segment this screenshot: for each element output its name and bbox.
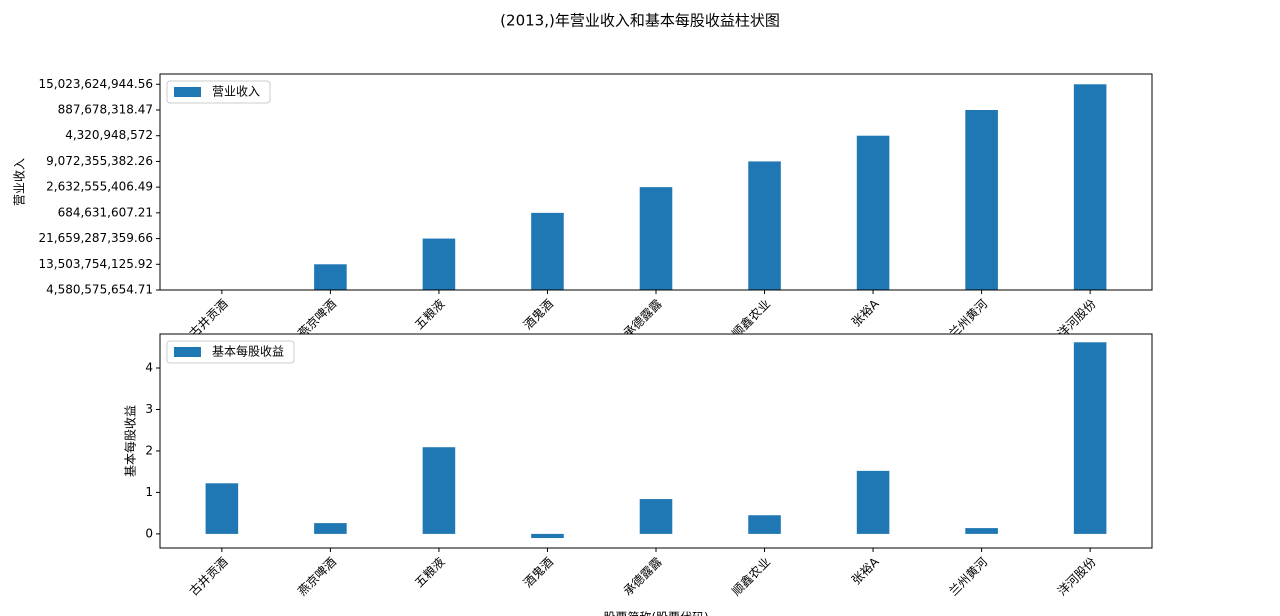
bar [531,212,564,290]
bar [1073,84,1107,291]
bar [748,161,781,290]
bar [748,515,781,534]
y-tick-label: 2,632,555,406.49 [46,180,153,194]
legend-box [166,80,271,104]
bar [639,499,673,534]
x-tick-label: 顺鑫农业 [729,554,774,599]
x-tick-label: 张裕A [848,553,882,587]
y-tick-label: 2 [145,443,153,457]
y-tick-label: 1 [145,485,153,499]
x-tick-label: 兰州黄河 [946,555,990,599]
bar [856,135,890,290]
y-tick-label: 887,678,318.47 [58,103,153,117]
x-tick-label: 承德露露 [620,554,665,599]
y-tick-label: 4,320,948,572 [65,128,153,142]
y-tick-label: 4 [145,361,153,375]
bar [639,187,673,290]
bar [314,523,347,534]
legend-swatch [174,87,201,97]
x-tick-label: 燕京啤酒 [294,554,339,599]
y-tick-label: 9,072,355,382.26 [46,154,153,168]
x-tick-label: 洋河股份 [1054,554,1099,599]
x-tick-label: 酒鬼酒 [520,554,556,590]
bar [965,528,998,534]
bar [422,238,456,290]
x-tick-label: 五粮液 [411,296,447,332]
legend-box [166,340,295,364]
bar [422,447,456,534]
y-tick-label: 4,580,575,654.71 [46,283,153,297]
y-tick-label: 13,503,754,125.92 [38,257,153,271]
x-axis-label: 股票简称(股票代码) [603,611,708,616]
y-axis-label: 基本每股收益 [123,405,138,477]
x-tick-label: 酒鬼酒 [520,296,556,332]
bar [965,110,998,290]
legend-label: 基本每股收益 [212,344,284,359]
legend-label: 营业收入 [212,85,260,99]
y-tick-label: 15,023,624,944.56 [38,77,153,91]
x-tick-label: 张裕A [848,295,882,329]
bar [314,264,347,290]
bar [205,483,239,534]
y-tick-label: 0 [145,526,153,540]
bar [856,470,890,534]
y-axis-label: 营业收入 [13,158,27,206]
figure-title: (2013,)年营业收入和基本每股收益柱状图 [500,12,780,30]
axes-frame [159,73,1153,291]
x-tick-label: 五粮液 [411,554,447,590]
bar [1073,342,1107,534]
x-tick-label: 古井贡酒 [186,554,231,599]
bar [531,533,564,539]
legend-swatch [174,347,201,357]
y-tick-label: 21,659,287,359.66 [38,231,153,245]
y-tick-label: 3 [145,402,153,416]
y-tick-label: 684,631,607.21 [58,205,153,219]
